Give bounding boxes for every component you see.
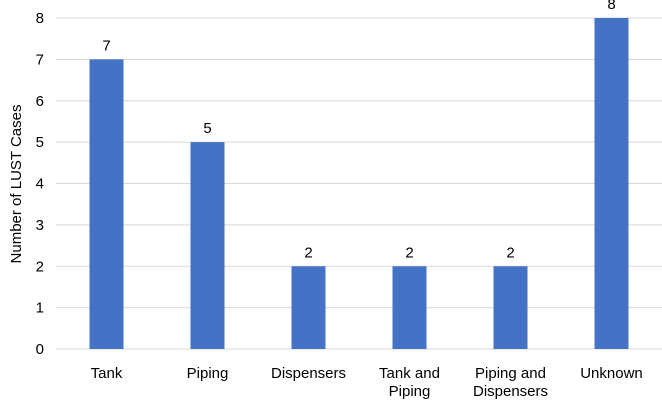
x-category-label-line: Dispensers bbox=[473, 383, 548, 400]
bar bbox=[291, 266, 326, 349]
bar bbox=[392, 266, 427, 349]
x-category-label-line: Tank and bbox=[379, 365, 440, 382]
x-category-label-line: Piping bbox=[187, 365, 229, 382]
x-category-label-line: Dispensers bbox=[271, 365, 346, 382]
data-label: 7 bbox=[102, 37, 110, 54]
x-category-label: Piping bbox=[187, 365, 229, 382]
x-axis-categories: Tank Piping Dispensers Tank and PipingPiping… bbox=[91, 365, 643, 400]
x-category-label: Tank and Piping bbox=[379, 365, 440, 400]
y-tick-label: 6 bbox=[36, 93, 44, 110]
bar bbox=[190, 142, 225, 349]
y-tick-label: 3 bbox=[36, 217, 44, 234]
y-tick-label: 2 bbox=[36, 258, 44, 275]
y-tick-label: 0 bbox=[36, 341, 44, 358]
y-tick-label: 1 bbox=[36, 300, 44, 317]
x-category-label-line: Piping bbox=[389, 383, 431, 400]
x-category-label: Piping and Dispensers bbox=[473, 365, 548, 400]
data-label: 5 bbox=[203, 120, 211, 137]
y-tick-label: 8 bbox=[36, 10, 44, 27]
data-label: 2 bbox=[304, 244, 312, 261]
gridlines bbox=[56, 17, 662, 350]
data-label: 2 bbox=[405, 244, 413, 261]
bar bbox=[493, 266, 528, 349]
data-label: 2 bbox=[506, 244, 514, 261]
bar bbox=[594, 18, 629, 349]
x-category-label-line: Piping and bbox=[475, 365, 546, 382]
y-axis-title: Number of LUST Cases bbox=[8, 105, 25, 264]
bar bbox=[89, 59, 124, 349]
y-tick-label: 7 bbox=[36, 51, 44, 68]
data-label: 8 bbox=[607, 0, 615, 13]
x-category-label: Unknown bbox=[580, 365, 643, 382]
x-category-label-line: Tank bbox=[91, 365, 123, 382]
y-tick-label: 5 bbox=[36, 134, 44, 151]
y-tick-label: 4 bbox=[36, 176, 44, 193]
x-category-label: Tank bbox=[91, 365, 123, 382]
x-category-label-line: Unknown bbox=[580, 365, 643, 382]
bars bbox=[89, 18, 629, 349]
y-axis-ticks: 0 1 2 3 4 5 6 7 8 bbox=[36, 10, 44, 358]
x-category-label: Dispensers bbox=[271, 365, 346, 382]
data-labels: 7 5 2 2 2 8 bbox=[102, 0, 615, 261]
